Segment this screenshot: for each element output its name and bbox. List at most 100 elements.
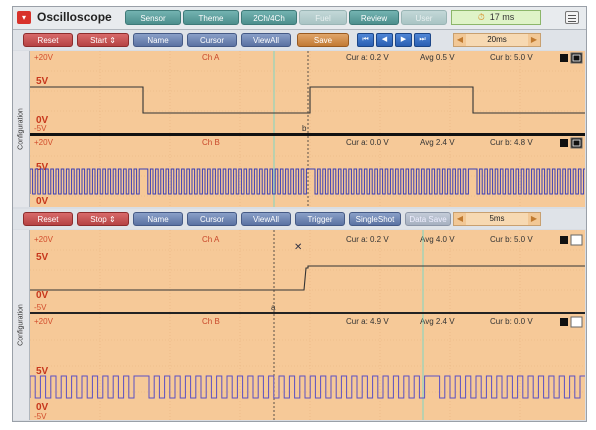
ch1-bottom-scale: -5V (34, 124, 47, 133)
ch2-0v-label: 0V (36, 196, 49, 207)
toolbar-top: Reset Start ⇕ Name Cursor ViewAll Save ⏮… (13, 30, 586, 50)
ch4-5v-label: 5V (36, 366, 49, 377)
singleshot-button[interactable]: SingleShot (349, 212, 401, 226)
scope-panel-2[interactable]: +20V 5V 0V Ch B Cur a: 0.0 V Avg 2.4 V C… (30, 136, 585, 207)
trigger-marker-icon[interactable]: ✕ (294, 242, 302, 253)
data-save-button[interactable]: Data Save (405, 212, 451, 226)
cursor-button[interactable]: Cursor (187, 33, 237, 47)
ch2-color-swatch[interactable] (560, 139, 568, 147)
ch1-cursor-b: Cur b: 5.0 V (490, 53, 533, 62)
timebase-increase-icon-2[interactable]: ▶ (528, 213, 540, 225)
scope-plot-4[interactable]: +20V 5V 0V -5V Ch B Cur a: 4.9 V Avg 2.4… (30, 314, 585, 420)
ch4-0v-label: 0V (36, 402, 49, 413)
timebase-value-top: 20ms (487, 35, 507, 44)
viewall-button[interactable]: ViewAll (241, 33, 291, 47)
oscilloscope-window: ▾ Oscilloscope Sensor Theme 2Ch/4Ch Fuel… (12, 6, 587, 422)
ch3-bottom-scale: -5V (34, 303, 47, 312)
stop-button[interactable]: Stop ⇕ (77, 212, 129, 226)
save-button[interactable]: Save (297, 33, 349, 47)
first-page-icon[interactable]: ⏮ (357, 33, 374, 47)
scope-plot-3[interactable]: +20V 5V 0V -5V Ch A Cur a: 0.2 V Avg 4.0… (30, 230, 585, 312)
ch3-name: Ch A (202, 235, 220, 244)
prev-page-icon[interactable]: ◀ (376, 33, 393, 47)
tab-sensor[interactable]: Sensor (125, 10, 181, 25)
tab-theme[interactable]: Theme (183, 10, 239, 25)
timebase-value-bottom: 5ms (489, 214, 505, 223)
ch4-top-scale: +20V (34, 317, 54, 326)
reset-button[interactable]: Reset (23, 33, 73, 47)
frame-time-display: ⏱ 17 ms (451, 10, 541, 25)
ch2-settings-icon[interactable] (570, 137, 583, 149)
ch1-waveform (30, 86, 585, 114)
ch1-0v-label: 0V (36, 115, 49, 126)
timebase-increase-icon[interactable]: ▶ (528, 34, 540, 46)
cursor-a-marker-3: a (271, 303, 276, 312)
name-button[interactable]: Name (133, 33, 183, 47)
ch2-name: Ch B (202, 138, 220, 147)
ch1-color-swatch[interactable] (560, 54, 568, 62)
ch1-top-scale: +20V (34, 53, 54, 62)
ch2-5v-label: 5V (36, 162, 49, 173)
cursor-button-2[interactable]: Cursor (187, 212, 237, 226)
ch3-waveform (30, 265, 585, 291)
scope-plot-2[interactable]: +20V 5V 0V Ch B Cur a: 0.0 V Avg 2.4 V C… (30, 136, 585, 207)
cursor-b-marker-1: b (302, 124, 307, 133)
scope-panel-1[interactable]: +20V 5V 0V -5V Ch A Cur a: 0.2 V Avg 0.5… (30, 51, 585, 133)
stop-label: Stop (90, 215, 107, 224)
ch2-waveform (30, 168, 585, 195)
viewall-button-2[interactable]: ViewAll (241, 212, 291, 226)
ch2-top-scale: +20V (34, 138, 54, 147)
ch2-average: Avg 2.4 V (420, 138, 455, 147)
ch1-name: Ch A (202, 53, 220, 62)
ch3-average: Avg 4.0 V (420, 235, 455, 244)
ch4-waveform (30, 375, 585, 399)
frame-time-value: 17 ms (489, 12, 515, 22)
ch3-cursor-b: Cur b: 5.0 V (490, 235, 533, 244)
next-page-icon[interactable]: ▶ (395, 33, 412, 47)
ch1-cursor-a: Cur a: 0.2 V (346, 53, 389, 62)
panel-separator-2 (30, 312, 585, 314)
configuration-label-top: Configuration (17, 108, 25, 150)
tab-user-setting[interactable]: User Setting (401, 10, 447, 38)
trigger-button[interactable]: Trigger (295, 212, 345, 226)
start-button[interactable]: Start ⇕ (77, 33, 129, 47)
ch3-top-scale: +20V (34, 235, 54, 244)
title-bar: ▾ Oscilloscope Sensor Theme 2Ch/4Ch Fuel… (13, 7, 586, 38)
timebase-decrease-icon[interactable]: ◀ (454, 34, 466, 46)
ch3-color-swatch[interactable] (560, 236, 568, 244)
tab-fuel[interactable]: Fuel (299, 10, 347, 25)
timer-icon: ⏱ (477, 12, 485, 22)
ch3-0v-label: 0V (36, 290, 49, 301)
toolbar-bottom: Reset Stop ⇕ Name Cursor ViewAll Trigger… (13, 209, 586, 229)
timebase-selector-bottom[interactable]: ◀ 5ms ▶ (453, 212, 541, 226)
ch4-settings-icon[interactable] (570, 316, 583, 328)
reset-button-2[interactable]: Reset (23, 212, 73, 226)
ch3-settings-icon[interactable] (570, 234, 583, 246)
scope-plot-1[interactable]: +20V 5V 0V -5V Ch A Cur a: 0.2 V Avg 0.5… (30, 51, 585, 133)
tab-review[interactable]: Review (349, 10, 399, 25)
ch1-average: Avg 0.5 V (420, 53, 455, 62)
ch4-color-swatch[interactable] (560, 318, 568, 326)
ch1-5v-label: 5V (36, 76, 49, 87)
window-menu-button[interactable] (565, 11, 579, 24)
ch2-cursor-b: Cur b: 4.8 V (490, 138, 533, 147)
ch4-average: Avg 2.4 V (420, 317, 455, 326)
last-page-icon[interactable]: ⏭ (414, 33, 431, 47)
configuration-tab-top[interactable]: Configuration (13, 51, 30, 207)
timebase-decrease-icon-2[interactable]: ◀ (454, 213, 466, 225)
ch4-cursor-b: Cur b: 0.0 V (490, 317, 533, 326)
configuration-label-bottom: Configuration (17, 304, 25, 346)
ch3-5v-label: 5V (36, 252, 49, 263)
scope-panel-4[interactable]: +20V 5V 0V -5V Ch B Cur a: 4.9 V Avg 2.4… (30, 314, 585, 420)
start-label: Start (90, 36, 107, 45)
timebase-selector-top[interactable]: ◀ 20ms ▶ (453, 33, 541, 47)
app-menu-icon[interactable]: ▾ (17, 11, 31, 24)
tab-2ch-4ch[interactable]: 2Ch/4Ch (241, 10, 297, 25)
ch4-cursor-a: Cur a: 4.9 V (346, 317, 389, 326)
ch1-settings-icon[interactable] (570, 52, 583, 64)
panel-separator-1 (30, 133, 585, 136)
configuration-tab-bottom[interactable]: Configuration (13, 230, 30, 420)
name-button-2[interactable]: Name (133, 212, 183, 226)
scope-panel-3[interactable]: +20V 5V 0V -5V Ch A Cur a: 0.2 V Avg 4.0… (30, 230, 585, 312)
ch4-bottom-scale: -5V (34, 412, 47, 420)
